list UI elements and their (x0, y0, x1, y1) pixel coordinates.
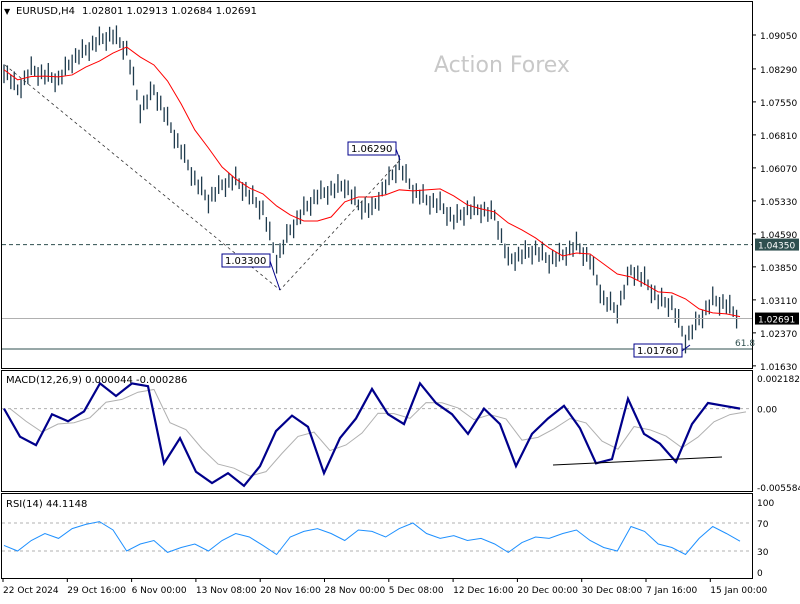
macd-panel[interactable] (1, 370, 753, 492)
annotation-connector (395, 148, 401, 161)
price-annotation-label: 1.06290 (351, 144, 392, 155)
x-tick-label: 28 Nov 00:00 (325, 586, 386, 596)
rsi-tick-label: 30 (757, 548, 769, 558)
y-tick-label: 1.08290 (760, 66, 797, 76)
y-tick-label: 1.05330 (760, 198, 797, 208)
macd-tick-label: -0.005584 (757, 484, 800, 494)
symbol-label: EURUSD,H4 (16, 6, 75, 17)
y-tick-label: 1.09050 (760, 32, 797, 42)
x-tick-label: 5 Dec 08:00 (389, 586, 444, 596)
x-tick-label: 7 Jan 16:00 (646, 586, 698, 596)
y-tick-label: 1.02370 (760, 330, 797, 340)
x-tick-label: 29 Oct 16:00 (67, 586, 126, 596)
y-tick-label: 1.06810 (760, 132, 797, 142)
x-tick-label: 20 Dec 00:00 (517, 586, 578, 596)
x-tick-label: 20 Nov 16:00 (260, 586, 321, 596)
y-tick-label: 1.01630 (760, 363, 797, 373)
x-tick-label: 13 Nov 08:00 (196, 586, 257, 596)
x-tick-label: 6 Nov 00:00 (132, 586, 187, 596)
macd-tick-label: 0.00 (757, 406, 777, 416)
x-tick-label: 22 Oct 2024 (3, 586, 59, 596)
y-tick-label: 1.04590 (760, 231, 797, 241)
level-price-tag-label: 1.04350 (758, 242, 795, 252)
rsi-tick-label: 70 (757, 520, 769, 530)
fib-label: 61.8 (735, 339, 755, 349)
rsi-tick-label: 100 (757, 499, 774, 509)
moving-average-line (3, 46, 741, 318)
price-annotation-box (221, 253, 271, 268)
y-tick-label: 1.06070 (760, 165, 797, 175)
x-tick-label: 30 Dec 08:00 (582, 586, 643, 596)
level-price-tag (755, 238, 799, 251)
price-annotation-label: 1.01760 (637, 346, 678, 357)
triangle-down-icon[interactable]: ▼ (4, 7, 11, 16)
x-tick-label: 12 Dec 16:00 (453, 586, 514, 596)
y-tick-label: 1.07550 (760, 99, 797, 109)
rsi-title: RSI(14) 44.1148 (6, 499, 87, 510)
x-tick-label: 15 Jan 00:00 (710, 586, 767, 596)
watermark: Action Forex (434, 53, 570, 78)
rsi-tick-label: 0 (757, 569, 763, 579)
macd-trendline (552, 456, 723, 466)
annotation-connector (269, 260, 281, 291)
y-tick-label: 1.03110 (760, 297, 797, 307)
rsi-line (3, 521, 741, 556)
price-annotation-box (347, 141, 397, 156)
macd-title: MACD(12,26,9) 0.000044 -0.000286 (6, 375, 187, 386)
current-price-tag-label: 1.02691 (758, 316, 795, 326)
macd-signal-line (9, 388, 747, 477)
rsi-panel[interactable] (1, 493, 753, 579)
y-tick-label: 1.03850 (760, 264, 797, 274)
ohlc-values: 1.02801 1.02913 1.02684 1.02691 (82, 6, 257, 17)
current-price-tag (755, 312, 799, 325)
price-annotation-label: 1.03300 (225, 256, 266, 267)
macd-tick-label: 0.002182 (757, 375, 800, 385)
annotation-connector (681, 344, 691, 352)
macd-line (3, 381, 741, 488)
